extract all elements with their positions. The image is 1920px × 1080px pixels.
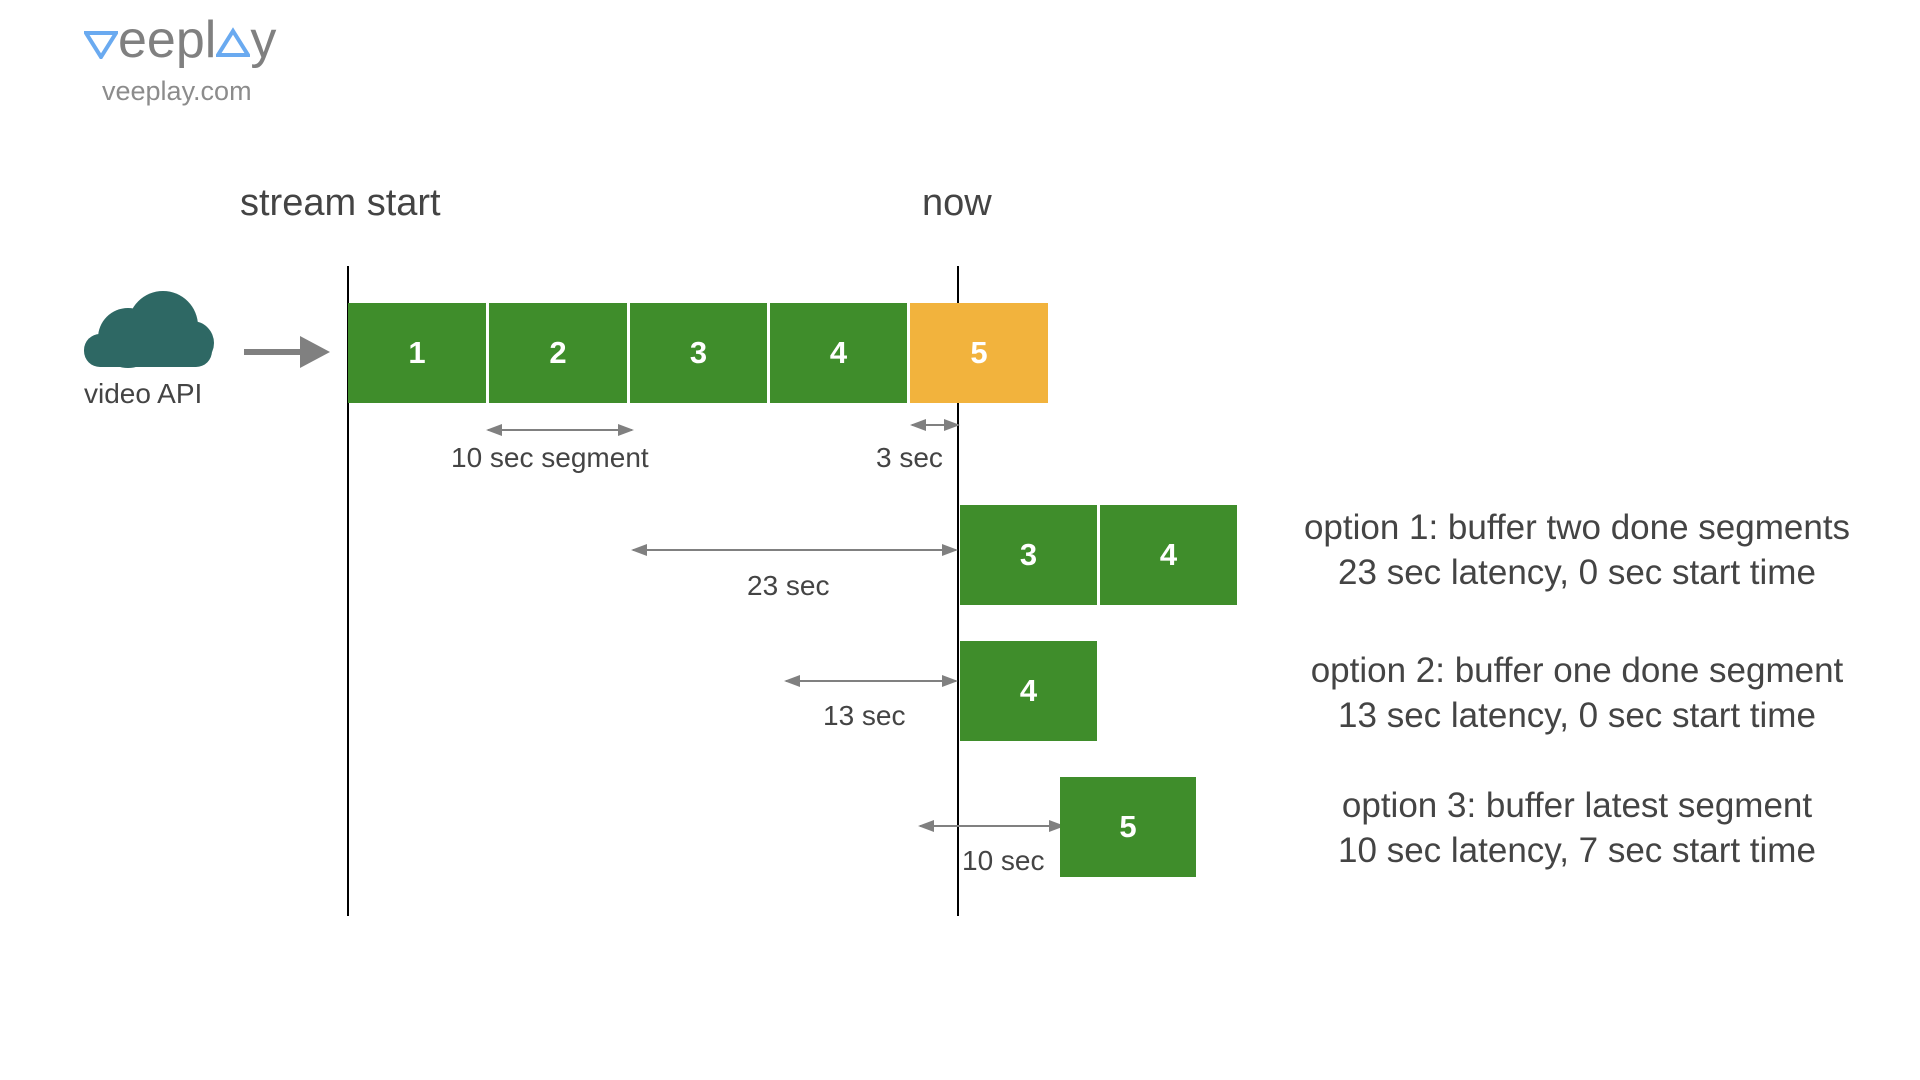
partial-length-label: 3 sec — [876, 442, 943, 473]
stream-start-line — [347, 266, 349, 916]
option-1-latency-label: 23 sec — [747, 570, 830, 601]
option-1-subtitle: 23 sec latency, 0 sec start time — [1338, 553, 1816, 592]
stream-start-label: stream start — [240, 182, 441, 224]
timeline-segment-3: 3 — [630, 303, 767, 403]
logo-a-triangle-icon — [216, 27, 251, 57]
option-3-title: option 3: buffer latest segment — [1341, 786, 1813, 825]
veeplay-logo: eepl y — [84, 14, 276, 66]
cloud-icon — [84, 291, 214, 368]
option-2-latency-label: 13 sec — [823, 700, 906, 731]
video-api-label: video API — [84, 378, 203, 409]
flow-arrow-icon — [244, 336, 330, 368]
segment-length-label: 10 sec segment — [451, 442, 649, 473]
option-1-title: option 1: buffer two done segments — [1303, 508, 1851, 547]
option-3-latency-label: 10 sec — [962, 845, 1045, 876]
logo-url: veeplay.com — [102, 76, 252, 106]
option-3-subtitle: 10 sec latency, 7 sec start time — [1338, 831, 1816, 870]
option-1-segment-4: 4 — [1100, 505, 1237, 605]
logo-v-triangle-icon — [84, 31, 118, 59]
timeline-segment-5-current: 5 — [910, 303, 1048, 403]
logo-wordmark-prefix: eepl — [118, 11, 217, 69]
option-2-subtitle: 13 sec latency, 0 sec start time — [1338, 696, 1816, 735]
logo-wordmark-suffix: y — [250, 11, 277, 69]
option-1-segment-3: 3 — [960, 505, 1097, 605]
now-label: now — [922, 182, 992, 224]
timeline-segment-2: 2 — [489, 303, 627, 403]
option-3-segment-5: 5 — [1060, 777, 1196, 877]
option-2-title: option 2: buffer one done segment — [1310, 651, 1844, 690]
now-line — [957, 266, 959, 916]
option-2-segment-4: 4 — [960, 641, 1097, 741]
timeline-segment-1: 1 — [348, 303, 486, 403]
timeline-segment-4: 4 — [770, 303, 907, 403]
